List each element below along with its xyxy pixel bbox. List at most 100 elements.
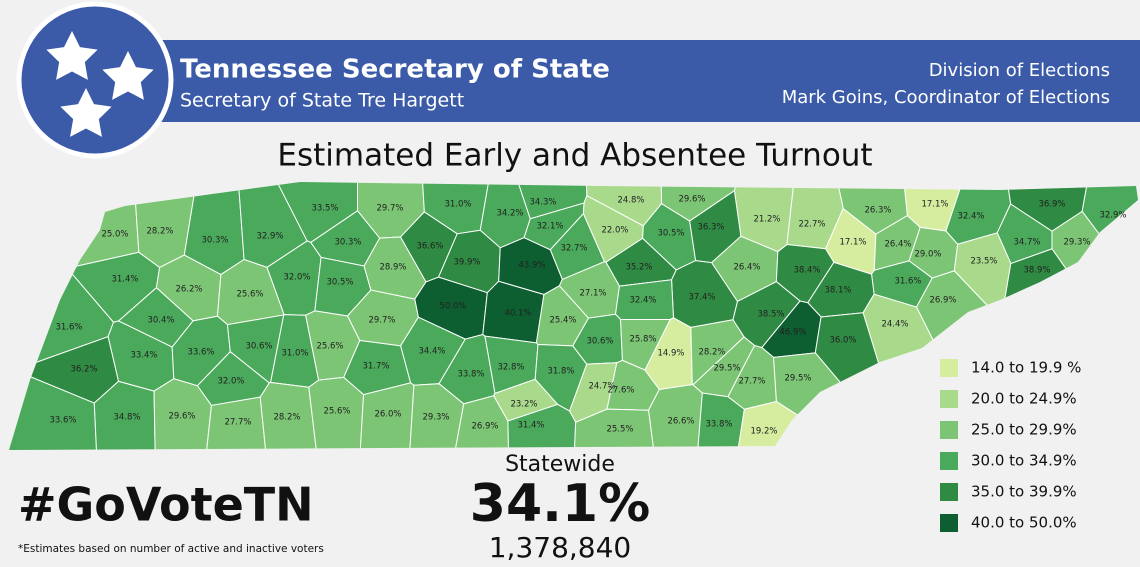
county-label: 30.6% bbox=[245, 342, 272, 352]
county-label: 38.1% bbox=[824, 286, 851, 296]
legend-label: 30.0 to 34.9% bbox=[971, 452, 1077, 470]
legend-swatch bbox=[940, 452, 958, 470]
county-label: 28.2% bbox=[273, 413, 300, 423]
coordinator: Mark Goins, Coordinator of Elections bbox=[782, 87, 1110, 108]
county bbox=[9, 182, 140, 269]
county-label: 31.0% bbox=[281, 349, 308, 359]
county-label: 31.4% bbox=[517, 421, 544, 431]
county-label: 26.9% bbox=[929, 296, 956, 306]
county-label: 29.5% bbox=[784, 374, 811, 384]
county-label: 32.9% bbox=[1099, 211, 1126, 221]
county-label: 29.6% bbox=[678, 195, 705, 205]
legend-label: 40.0 to 50.0% bbox=[971, 514, 1077, 532]
header-title: Tennessee Secretary of State bbox=[180, 55, 610, 85]
county-labels: 25.0% 28.2% 30.3% 32.9% 33.5% 29.7% 31.0% 34.2%… bbox=[49, 195, 1126, 437]
county-label: 30.5% bbox=[657, 229, 684, 239]
county-label: 35.2% bbox=[625, 263, 652, 273]
county-label: 32.9% bbox=[256, 232, 283, 242]
county-label: 28.2% bbox=[146, 227, 173, 237]
stars bbox=[46, 31, 154, 137]
header-subtitle: Secretary of State Tre Hargett bbox=[180, 90, 464, 112]
county-label: 26.2% bbox=[175, 285, 202, 295]
county-label: 30.3% bbox=[334, 238, 361, 248]
county bbox=[359, 382, 415, 450]
county-label: 25.6% bbox=[236, 290, 263, 300]
county-label: 36.3% bbox=[697, 223, 724, 233]
county-label: 25.6% bbox=[316, 342, 343, 352]
county-label: 25.4% bbox=[549, 316, 576, 326]
county-label: 28.9% bbox=[379, 263, 406, 273]
county-label: 29.7% bbox=[376, 204, 403, 214]
county-label: 25.0% bbox=[101, 230, 128, 240]
county-label: 34.3% bbox=[529, 198, 556, 208]
county-label: 32.0% bbox=[283, 273, 310, 283]
county-label: 25.8% bbox=[629, 335, 656, 345]
county-label: 40.1% bbox=[504, 309, 531, 319]
statewide-label: Statewide bbox=[505, 452, 615, 477]
county-label: 25.6% bbox=[323, 407, 350, 417]
legend-swatch bbox=[940, 514, 958, 532]
county-label: 36.2% bbox=[70, 365, 97, 375]
county-label: 31.8% bbox=[547, 367, 574, 377]
county-label: 31.0% bbox=[444, 200, 471, 210]
county-label: 29.3% bbox=[422, 413, 449, 423]
statewide-percent: 34.1% bbox=[470, 474, 650, 534]
county bbox=[308, 376, 365, 450]
county-label: 33.8% bbox=[705, 420, 732, 430]
county-label: 26.4% bbox=[884, 240, 911, 250]
county-label: 36.9% bbox=[1038, 200, 1065, 210]
county-label: 29.3% bbox=[1063, 238, 1090, 248]
county-label: 34.2% bbox=[496, 209, 523, 219]
county-label: 27.7% bbox=[224, 418, 251, 428]
county-label: 34.7% bbox=[1013, 238, 1040, 248]
legend-label: 35.0 to 39.9% bbox=[971, 483, 1077, 501]
county-label: 32.8% bbox=[497, 363, 524, 373]
county bbox=[183, 182, 245, 276]
county-label: 25.5% bbox=[606, 425, 633, 435]
county-label: 36.0% bbox=[829, 336, 856, 346]
county-label: 22.7% bbox=[798, 220, 825, 230]
county-label: 28.2% bbox=[698, 348, 725, 358]
county-label: 14.9% bbox=[657, 349, 684, 359]
county-label: 29.5% bbox=[713, 364, 740, 374]
county-label: 26.3% bbox=[864, 206, 891, 216]
county-label: 36.6% bbox=[416, 242, 443, 252]
county-label: 34.4% bbox=[418, 347, 445, 357]
county-label: 27.6% bbox=[607, 386, 634, 396]
county bbox=[205, 396, 268, 450]
county-label: 38.5% bbox=[757, 310, 784, 320]
county-label: 30.3% bbox=[201, 236, 228, 246]
county-label: 26.9% bbox=[471, 422, 498, 432]
county-label: 39.9% bbox=[453, 258, 480, 268]
note: *Estimates based on number of active and… bbox=[18, 543, 324, 555]
county-label: 30.4% bbox=[147, 316, 174, 326]
county-label: 33.4% bbox=[130, 351, 157, 361]
legend-swatch bbox=[940, 390, 958, 408]
county-label: 24.4% bbox=[881, 320, 908, 330]
county-label: 22.0% bbox=[601, 226, 628, 236]
county-label: 37.4% bbox=[688, 293, 715, 303]
county-label: 46.9% bbox=[779, 328, 806, 338]
county-label: 30.5% bbox=[326, 278, 353, 288]
county-label: 32.4% bbox=[957, 212, 984, 222]
map-title: Estimated Early and Absentee Turnout bbox=[277, 138, 872, 174]
county-label: 26.6% bbox=[667, 417, 694, 427]
county-label: 17.1% bbox=[839, 238, 866, 248]
statewide-count: 1,378,840 bbox=[489, 531, 632, 564]
banner bbox=[150, 40, 1140, 122]
legend-label: 14.0 to 19.9 % bbox=[971, 359, 1081, 377]
legend-label: 20.0 to 24.9% bbox=[971, 390, 1077, 408]
county bbox=[1051, 210, 1138, 377]
county-label: 31.7% bbox=[362, 362, 389, 372]
hashtag: #GoVoteTN bbox=[18, 478, 314, 532]
county-label: 32.4% bbox=[629, 296, 656, 306]
legend-label: 25.0 to 29.9% bbox=[971, 421, 1077, 439]
county-label: 32.7% bbox=[560, 244, 587, 254]
county-label: 26.0% bbox=[374, 410, 401, 420]
county-label: 31.4% bbox=[111, 275, 138, 285]
county-label: 21.2% bbox=[753, 215, 780, 225]
county-label: 30.6% bbox=[586, 337, 613, 347]
legend-swatch bbox=[940, 421, 958, 439]
county-label: 29.7% bbox=[368, 316, 395, 326]
county-label: 27.1% bbox=[579, 289, 606, 299]
